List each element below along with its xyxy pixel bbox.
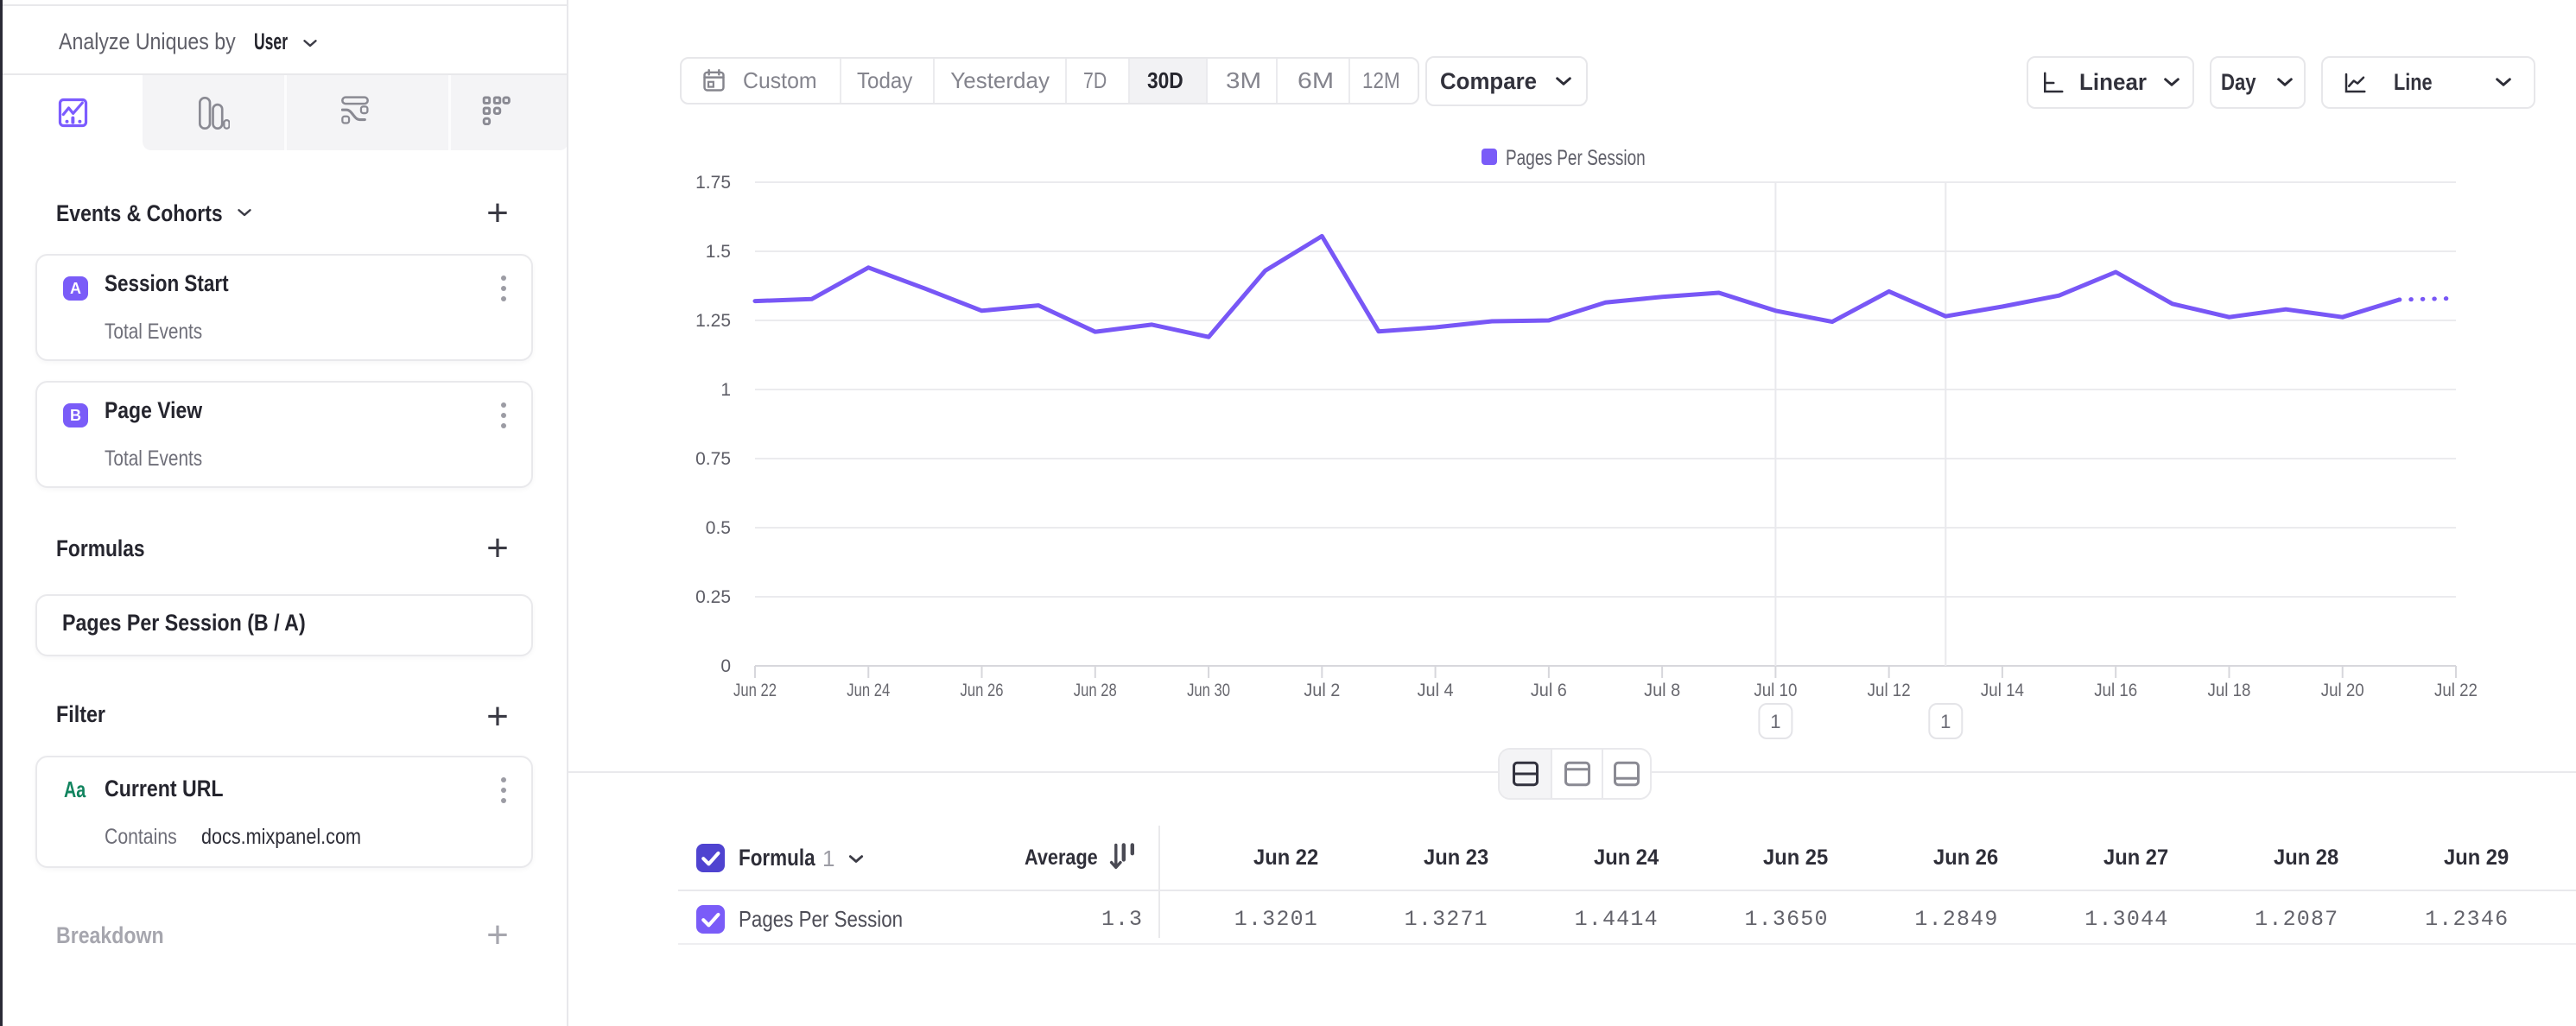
- svg-text:1.25: 1.25: [695, 311, 731, 331]
- svg-text:Jul 10: Jul 10: [1754, 681, 1797, 700]
- svg-text:Jul 6: Jul 6: [1531, 681, 1567, 700]
- svg-text:Jul 16: Jul 16: [2094, 681, 2137, 700]
- svg-text:Jul 20: Jul 20: [2321, 681, 2364, 700]
- svg-text:Jul 2: Jul 2: [1304, 681, 1340, 700]
- svg-text:Jun 26: Jun 26: [961, 681, 1004, 700]
- svg-text:Jul 12: Jul 12: [1868, 681, 1911, 700]
- svg-text:1: 1: [1940, 711, 1951, 732]
- svg-text:Jun 28: Jun 28: [1074, 681, 1117, 700]
- svg-text:1: 1: [1770, 711, 1780, 732]
- svg-text:0.5: 0.5: [706, 518, 731, 538]
- svg-text:Jun 24: Jun 24: [847, 681, 890, 700]
- svg-text:1.75: 1.75: [695, 173, 731, 193]
- svg-text:Jul 22: Jul 22: [2434, 681, 2478, 700]
- svg-text:0.25: 0.25: [695, 587, 731, 607]
- svg-text:Jul 14: Jul 14: [1981, 681, 2024, 700]
- svg-text:1: 1: [720, 380, 731, 400]
- svg-text:1.5: 1.5: [706, 242, 731, 262]
- svg-text:Jul 18: Jul 18: [2207, 681, 2250, 700]
- svg-text:Jul 8: Jul 8: [1644, 681, 1680, 700]
- svg-text:0: 0: [720, 656, 731, 676]
- svg-text:Jun 30: Jun 30: [1187, 681, 1230, 700]
- svg-text:0.75: 0.75: [695, 449, 731, 469]
- svg-text:Jun 22: Jun 22: [733, 681, 777, 700]
- svg-text:Jul 4: Jul 4: [1418, 681, 1454, 700]
